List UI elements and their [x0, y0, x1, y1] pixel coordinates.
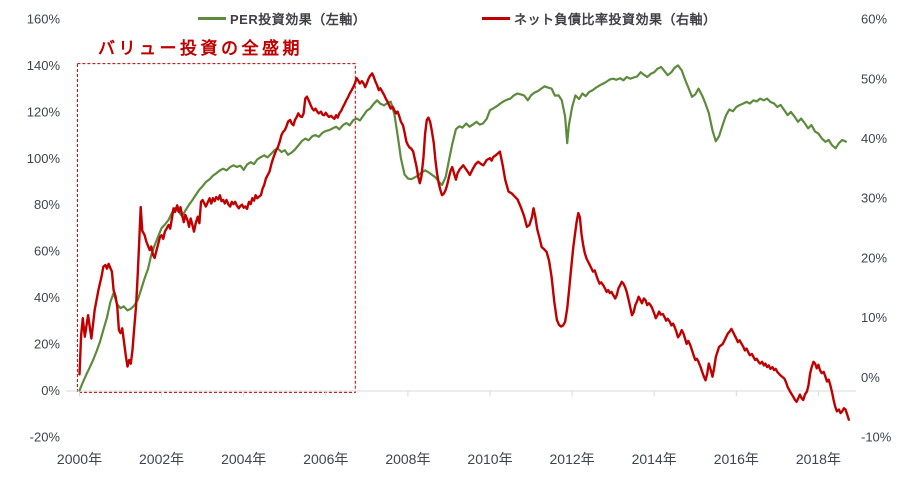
net-debt-ratio-line [78, 72, 850, 421]
left-axis-label: 0% [41, 383, 60, 398]
left-axis-label: -20% [30, 429, 61, 444]
left-axis-label: 100% [27, 151, 61, 166]
legend-label-net: ネット負債比率投資効果（右軸） [514, 11, 717, 27]
per-effect-line [78, 64, 848, 392]
per-line-swatch-icon [198, 16, 226, 20]
x-axis-label: 2014年 [632, 451, 677, 467]
left-axis-label: 160% [27, 12, 61, 27]
x-axis-label: 2010年 [467, 451, 512, 467]
right-axis-label: -10% [861, 430, 892, 445]
legend-item-per: PER投資効果（左軸） [198, 9, 366, 27]
legend-item-net: ネット負債比率投資効果（右軸） [482, 9, 717, 27]
right-axis-label: 40% [861, 131, 887, 146]
left-axis-label: 120% [27, 104, 61, 119]
right-axis-label: 10% [861, 310, 887, 325]
net-line-swatch-icon [482, 16, 510, 20]
x-axis-label: 2016年 [714, 451, 759, 467]
legend-label-per: PER投資効果（左軸） [230, 11, 367, 27]
value-era-dashed-box [76, 63, 356, 393]
x-axis-label: 2018年 [796, 451, 841, 467]
right-axis-label: 50% [861, 71, 887, 86]
annotation-value-investing-era: バリュー投資の全盛期 [98, 39, 303, 58]
right-axis-label: 20% [861, 250, 887, 265]
left-axis-label: 80% [34, 197, 60, 212]
right-axis-label: 60% [861, 12, 887, 27]
right-axis-label: 0% [861, 370, 880, 385]
x-axis-label: 2004年 [221, 451, 266, 467]
x-axis-label: 2006年 [303, 451, 348, 467]
x-axis-label: 2000年 [57, 451, 102, 467]
left-axis-label: 60% [34, 244, 60, 259]
left-axis-label: 40% [34, 290, 60, 305]
right-axis-label: 30% [861, 191, 887, 206]
left-axis-label: 140% [27, 58, 61, 73]
x-axis-label: 2012年 [550, 451, 595, 467]
left-axis-label: 20% [34, 337, 60, 352]
x-axis-label: 2008年 [385, 451, 430, 467]
x-axis-label: 2002年 [139, 451, 184, 467]
